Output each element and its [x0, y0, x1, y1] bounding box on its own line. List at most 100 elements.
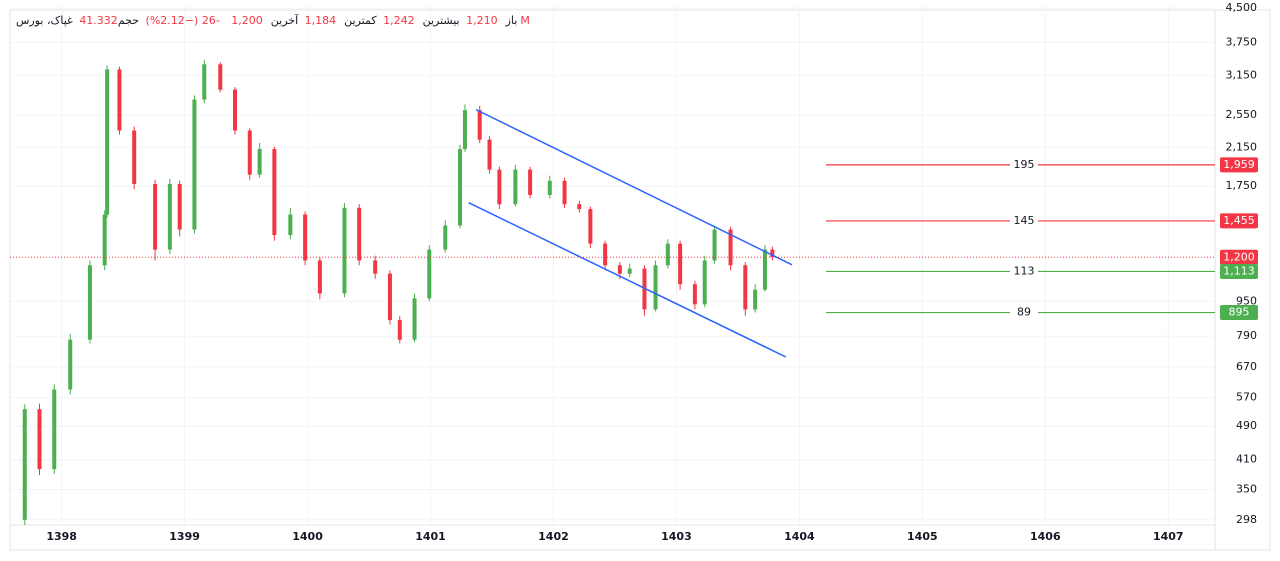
candle-body: [487, 139, 492, 170]
field-value: 1,210: [466, 14, 498, 27]
candle-body: [770, 249, 775, 258]
candle-body: [87, 265, 92, 340]
candle-body: [762, 249, 767, 290]
x-tick-label: 1407: [1153, 530, 1184, 543]
y-tick-label: 1,750: [1226, 179, 1258, 192]
candle-body: [177, 183, 182, 230]
level-note-bg: [1010, 213, 1038, 228]
candle-body: [397, 320, 402, 340]
field-label: آخرین: [270, 14, 299, 27]
level-note-bg: [1010, 264, 1038, 279]
level-badge: [1220, 213, 1258, 229]
candle-body: [68, 339, 73, 390]
candle-body: [272, 149, 277, 236]
candle-body: [387, 273, 392, 321]
level-note-bg: [1010, 157, 1038, 172]
x-tick-label: 1399: [169, 530, 200, 543]
field-label: باز: [505, 14, 518, 27]
volume-value: 41.332M: [79, 14, 530, 27]
candle-body: [342, 207, 347, 294]
candle-body: [513, 169, 518, 205]
candle-body: [577, 204, 582, 210]
candle-body: [373, 260, 378, 274]
candle-body: [52, 389, 57, 470]
candle-body: [712, 229, 717, 261]
level-badge-label: 1,455: [1223, 214, 1255, 227]
candle-body: [427, 249, 432, 299]
candle-body: [192, 99, 197, 230]
y-tick-label: 950: [1236, 294, 1257, 307]
candle-body: [317, 260, 322, 294]
candle-body: [653, 265, 658, 310]
field-value: 1,184: [304, 14, 337, 27]
y-tick-label: 3,750: [1226, 35, 1258, 48]
level-note: 113: [1014, 264, 1035, 277]
candle-body: [22, 409, 27, 520]
x-tick-label: 1400: [292, 530, 323, 543]
candle-body: [678, 243, 683, 285]
candle-body: [603, 243, 608, 266]
level-badge-label: 1,113: [1223, 264, 1255, 277]
frame: [9, 9, 1271, 551]
trendline: [475, 108, 793, 266]
legend-header: غپاک، بورس باز 1,210 بیشترین 1,242 کمترین 1…: [16, 14, 538, 27]
field-label: کمترین: [344, 14, 377, 27]
x-tick-label: 1404: [784, 530, 815, 543]
candle-body: [753, 289, 758, 310]
candle-body: [132, 130, 137, 184]
x-tick-label: 1403: [661, 530, 692, 543]
y-tick-label: 490: [1236, 419, 1257, 432]
candle-body: [617, 265, 622, 274]
candle-body: [117, 69, 122, 131]
candle-body: [728, 229, 733, 266]
level-note: 195: [1014, 158, 1035, 171]
y-tick-label: 4,500: [1226, 1, 1258, 14]
y-tick-label: 790: [1236, 329, 1257, 342]
candle-body: [443, 225, 448, 250]
candle-body: [562, 180, 567, 205]
field-label: بیشترین: [422, 14, 460, 27]
candle-body: [37, 409, 42, 470]
y-tick-label: 570: [1236, 391, 1257, 404]
y-tick-label: 670: [1236, 360, 1257, 373]
level-badge: [1220, 305, 1258, 321]
x-tick-label: 1401: [415, 530, 446, 543]
level-badge-label: 1,959: [1223, 158, 1255, 171]
candle-body: [412, 298, 417, 340]
candle-body: [477, 110, 482, 140]
candle-body: [202, 64, 207, 100]
candle-body: [627, 268, 632, 274]
y-tick-label: 2,150: [1226, 140, 1258, 153]
price-badge-label: 1,200: [1223, 250, 1255, 263]
candle-body: [167, 183, 172, 250]
level-note-bg: [1010, 305, 1038, 320]
y-tick-label: 410: [1236, 453, 1257, 466]
level-note: 145: [1014, 214, 1035, 227]
level-badge-label: 895: [1229, 306, 1250, 319]
candle-body: [357, 207, 362, 261]
volume-label: حجم: [117, 14, 140, 27]
y-tick-label: 350: [1236, 483, 1257, 496]
candle-body: [218, 64, 223, 90]
x-tick-label: 1406: [1030, 530, 1061, 543]
x-tick-label: 1402: [538, 530, 569, 543]
x-tick-label: 1405: [907, 530, 938, 543]
candle-body: [303, 214, 308, 261]
price-badge: [1220, 249, 1258, 265]
candle-body: [247, 130, 252, 175]
y-tick-label: 298: [1236, 513, 1257, 526]
y-tick-label: 2,550: [1226, 108, 1258, 121]
candle-body: [665, 243, 670, 266]
level-badge: [1220, 263, 1258, 279]
candle-body: [588, 209, 593, 244]
x-tick-label: 1398: [46, 530, 77, 543]
candle-body: [462, 110, 467, 150]
candle-body: [547, 180, 552, 195]
y-tick-label: 3,150: [1226, 68, 1258, 81]
candle-body: [528, 169, 533, 195]
candle-body: [153, 183, 158, 250]
candle-body: [288, 214, 293, 236]
symbol: غپاک، بورس: [16, 14, 73, 27]
